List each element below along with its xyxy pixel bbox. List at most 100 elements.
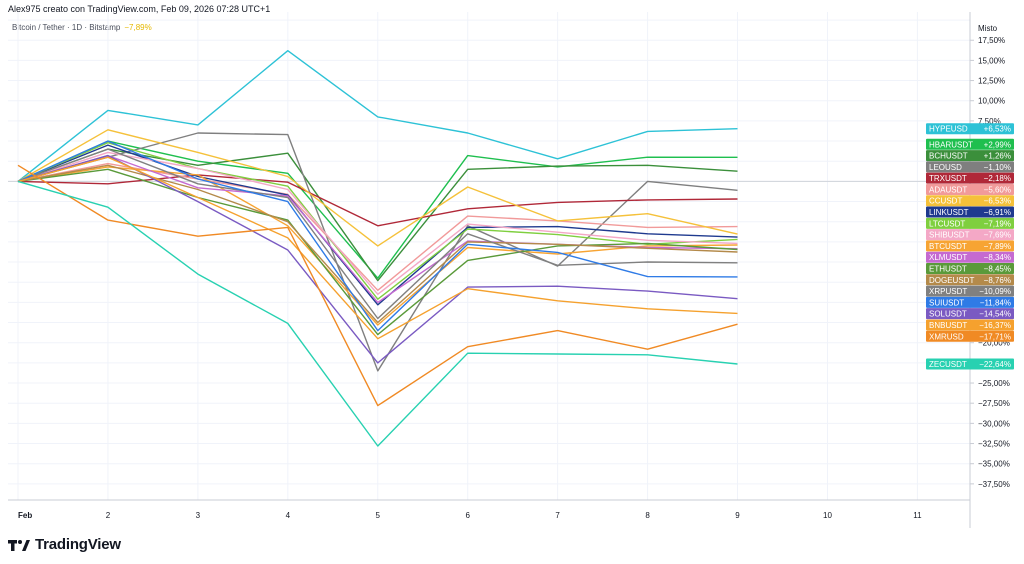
x-tick-label: Feb [18,511,32,520]
value-label-value: −11,84% [980,298,1011,307]
chart-header: Alex975 creato con TradingView.com, Feb … [8,4,271,14]
series-line-xmrusd [17,164,738,407]
series-line-linkusdt [17,144,738,306]
value-label-bg [926,183,1014,195]
y-tick-label: 15,00% [978,56,1005,65]
x-tick-label: 4 [286,511,291,520]
value-label-symbol: ADAUSDT [929,185,967,194]
value-label-ltcusdt: LTCUSDT −7,19% [926,217,1014,229]
comparison-chart[interactable]: 17,50% 15,00% 12,50% 10,00% 7,50% −20,00% −25,… [0,0,1024,530]
x-tick-label: 10 [823,511,832,520]
value-label-symbol: BTCUSDT [929,242,967,251]
value-label-value: −8,76% [984,276,1011,285]
y-tick-label: −32,50% [978,440,1010,449]
y-tick-label: −20,00% [978,339,1010,348]
value-label-bg [926,358,1014,370]
x-tick-label: 8 [645,511,650,520]
time-axis[interactable]: Feb 2 3 4 5 6 7 8 9 10 11 [18,511,922,520]
value-label-symbol: XLMUSDT [929,253,967,262]
value-label-value: −10,09% [979,287,1011,296]
series-line-adausdt [17,162,738,291]
value-label-suiusdt: SUIUSDT −11,84% [926,296,1014,308]
value-label-btcusdt: BTCUSDT −7,89% [926,240,1014,252]
value-label-value: −5,60% [984,185,1011,194]
value-label-xmrusd: XMRUSD −17,71% [926,330,1014,342]
series-line-dogeusdt [17,164,738,324]
value-label-symbol: HBARUSDT [929,140,973,149]
value-label-value: −7,19% [984,219,1011,228]
x-tick-label: 9 [735,511,740,520]
scale-mode-label[interactable]: Misto [978,24,998,33]
value-label-bchusdt: BCHUSDT +1,26% [926,150,1014,162]
value-label-hbarusdt: HBARUSDT +2,99% [926,138,1014,150]
value-label-bg [926,285,1014,297]
value-label-bg [926,251,1014,263]
series-lines [17,50,738,447]
value-label-value: +6,53% [984,125,1011,134]
y-tick-label: −37,50% [978,480,1010,489]
series-line-trxusdt [17,174,738,227]
value-label-bg [926,240,1014,252]
value-label-symbol: CCUSDT [929,197,962,206]
value-label-shibusdt: SHIBUSDT −7,69% [926,229,1014,241]
grid [8,12,970,500]
value-label-symbol: XMRUSD [929,332,964,341]
series-line-zecusdt [17,180,738,447]
value-label-bg [926,330,1014,342]
value-label-symbol: BNBUSDT [929,321,967,330]
symbol-change: −7,89% [124,23,152,32]
value-label-bg [926,229,1014,241]
value-label-bg [926,274,1014,286]
value-label-bg [926,172,1014,184]
value-label-value: +2,99% [984,140,1011,149]
value-label-bg [926,195,1014,207]
x-tick-label: 5 [376,511,381,520]
value-label-value: −8,34% [984,253,1011,262]
value-label-bg [926,308,1014,320]
symbol-legend[interactable]: Bitcoin / Tether · 1D · Bitstamp −7,89% [12,23,152,32]
value-label-bg [926,123,1014,135]
value-label-solusdt: SOLUSDT −14,54% [926,308,1014,320]
value-label-value: −22,64% [979,360,1011,369]
value-label-symbol: HYPEUSD [929,125,968,134]
value-label-ccusdt: CCUSDT −6,53% [926,195,1014,207]
brand-name: TradingView [35,536,121,553]
series-line-bnbusdt [17,156,738,340]
value-label-symbol: LEOUSD [929,163,962,172]
value-label-bg [926,296,1014,308]
x-tick-label: 2 [106,511,111,520]
value-label-symbol: DOGEUSDT [929,276,974,285]
value-label-symbol: XRPUSDT [929,287,967,296]
y-tick-label: −30,00% [978,419,1010,428]
value-label-ethusdt: ETHUSDT −8,45% [926,263,1014,275]
y-tick-label: 7,50% [978,117,1001,126]
y-tick-label: −25,00% [978,379,1010,388]
y-tick-label: 12,50% [978,77,1005,86]
price-axis[interactable]: 17,50% 15,00% 12,50% 10,00% 7,50% −20,00% −25,… [8,12,1010,528]
x-tick-label: 7 [555,511,560,520]
value-label-symbol: SUIUSDT [929,298,964,307]
value-label-trxusdt: TRXUSDT −2,18% [926,172,1014,184]
series-line-hypeusd [17,50,738,182]
value-label-symbol: SHIBUSDT [929,231,970,240]
value-label-bg [926,319,1014,331]
y-tick-label: −35,00% [978,460,1010,469]
x-tick-label: 6 [465,511,470,520]
value-label-leousd: LEOUSD −1,10% [926,161,1014,173]
value-label-symbol: LTCUSDT [929,219,965,228]
series-line-ccusdt [17,129,738,247]
x-tick-label: 3 [196,511,201,520]
series-line-shibusdt [17,151,738,295]
value-label-bg [926,161,1014,173]
value-label-value: −2,18% [984,174,1011,183]
tradingview-logo: TradingView [8,536,121,553]
value-label-symbol: TRXUSDT [929,174,967,183]
value-label-symbol: ZECUSDT [929,360,967,369]
value-label-xlmusdt: XLMUSDT −8,34% [926,251,1014,263]
value-label-xrpusdt: XRPUSDT −10,09% [926,285,1014,297]
value-label-hypeusd: HYPEUSD +6,53% [926,123,1014,135]
value-label-symbol: BCHUSDT [929,152,968,161]
value-label-value: −14,54% [979,310,1011,319]
value-label-value: −17,71% [979,332,1011,341]
value-label-value: −8,45% [984,265,1011,274]
